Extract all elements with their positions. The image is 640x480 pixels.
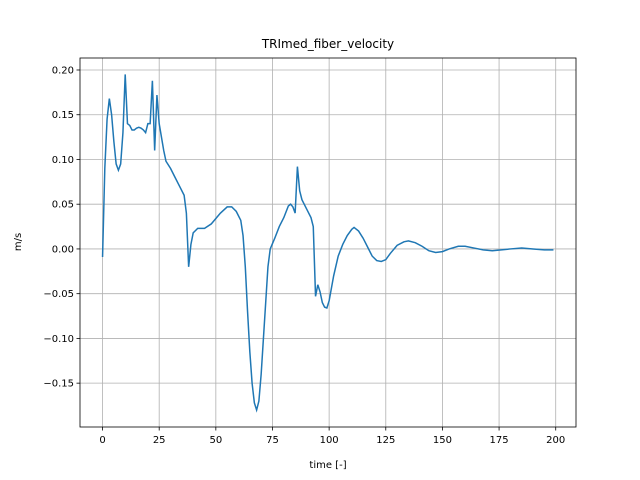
- y-tick-label: −0.05: [43, 289, 74, 300]
- x-tick-label: 100: [320, 435, 339, 446]
- x-tick-label: 0: [99, 435, 105, 446]
- x-tick-label: 200: [546, 435, 565, 446]
- x-tick-label: 175: [490, 435, 509, 446]
- x-tick-label: 150: [433, 435, 452, 446]
- x-tick-label: 125: [376, 435, 395, 446]
- y-tick-label: 0.15: [52, 110, 74, 121]
- y-tick-label: 0.20: [52, 65, 74, 76]
- y-tick-label: 0.10: [52, 155, 74, 166]
- y-tick-label: −0.15: [43, 379, 74, 390]
- y-tick-label: 0.05: [52, 200, 74, 211]
- x-tick-label: 25: [153, 435, 166, 446]
- x-axis-label: time [-]: [309, 460, 346, 471]
- y-axis-label: m/s: [13, 233, 24, 251]
- y-tick-label: 0.00: [52, 244, 74, 255]
- plot-frame: [79, 57, 577, 428]
- data-line: [101, 74, 554, 413]
- x-tick-label: 75: [266, 435, 279, 446]
- y-tick-label: −0.10: [43, 334, 74, 345]
- x-tick-label: 50: [209, 435, 222, 446]
- chart-title: TRImed_fiber_velocity: [261, 37, 394, 51]
